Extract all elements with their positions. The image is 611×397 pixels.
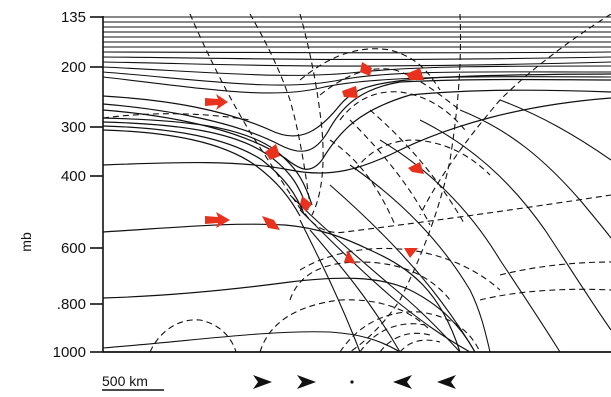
- flow-arrow-icon: [404, 248, 418, 258]
- fold-isentropes: [103, 73, 611, 353]
- center-dot-icon: [350, 380, 354, 384]
- flow-arrow-icon: [342, 86, 358, 98]
- y-axis: [90, 16, 104, 353]
- dashed-isotachs: [103, 14, 611, 353]
- y-tick-label: 135: [61, 9, 86, 26]
- convergence-arrow-icon: [393, 375, 412, 389]
- flow-arrow-icon: [265, 144, 280, 160]
- convergence-arrow-icon: [437, 375, 456, 389]
- y-tick-label: 200: [61, 59, 86, 76]
- y-tick-label: 600: [61, 240, 86, 257]
- convergence-arrow-icon: [297, 375, 316, 389]
- y-tick-label: 1000: [53, 344, 86, 361]
- flow-arrow-icon: [205, 212, 230, 228]
- upper-isentropes: [103, 16, 611, 94]
- scale-bar: 500 km: [102, 373, 164, 391]
- flow-arrow-icon: [262, 216, 280, 230]
- y-tick-label: .800: [57, 296, 86, 313]
- frontal-isentropes: [103, 99, 611, 353]
- convergence-arrows: [253, 375, 456, 389]
- y-unit-label: mb: [18, 232, 34, 252]
- y-tick-label: 400: [61, 168, 86, 185]
- convergence-arrow-icon: [253, 375, 272, 389]
- y-tick-label: 300: [61, 119, 86, 136]
- flow-arrow-icon: [360, 62, 372, 76]
- flow-arrow-icon: [406, 68, 424, 80]
- flow-arrow-icon: [300, 196, 312, 212]
- flow-arrow-icon: [408, 162, 424, 174]
- flow-arrow-icon: [205, 94, 228, 110]
- y-tick-labels: 135 200 300 400 600 .800 1000: [53, 9, 86, 361]
- flow-arrow-icon: [344, 250, 356, 264]
- scale-bar-label: 500 km: [102, 373, 148, 389]
- red-flow-arrows: [205, 62, 424, 264]
